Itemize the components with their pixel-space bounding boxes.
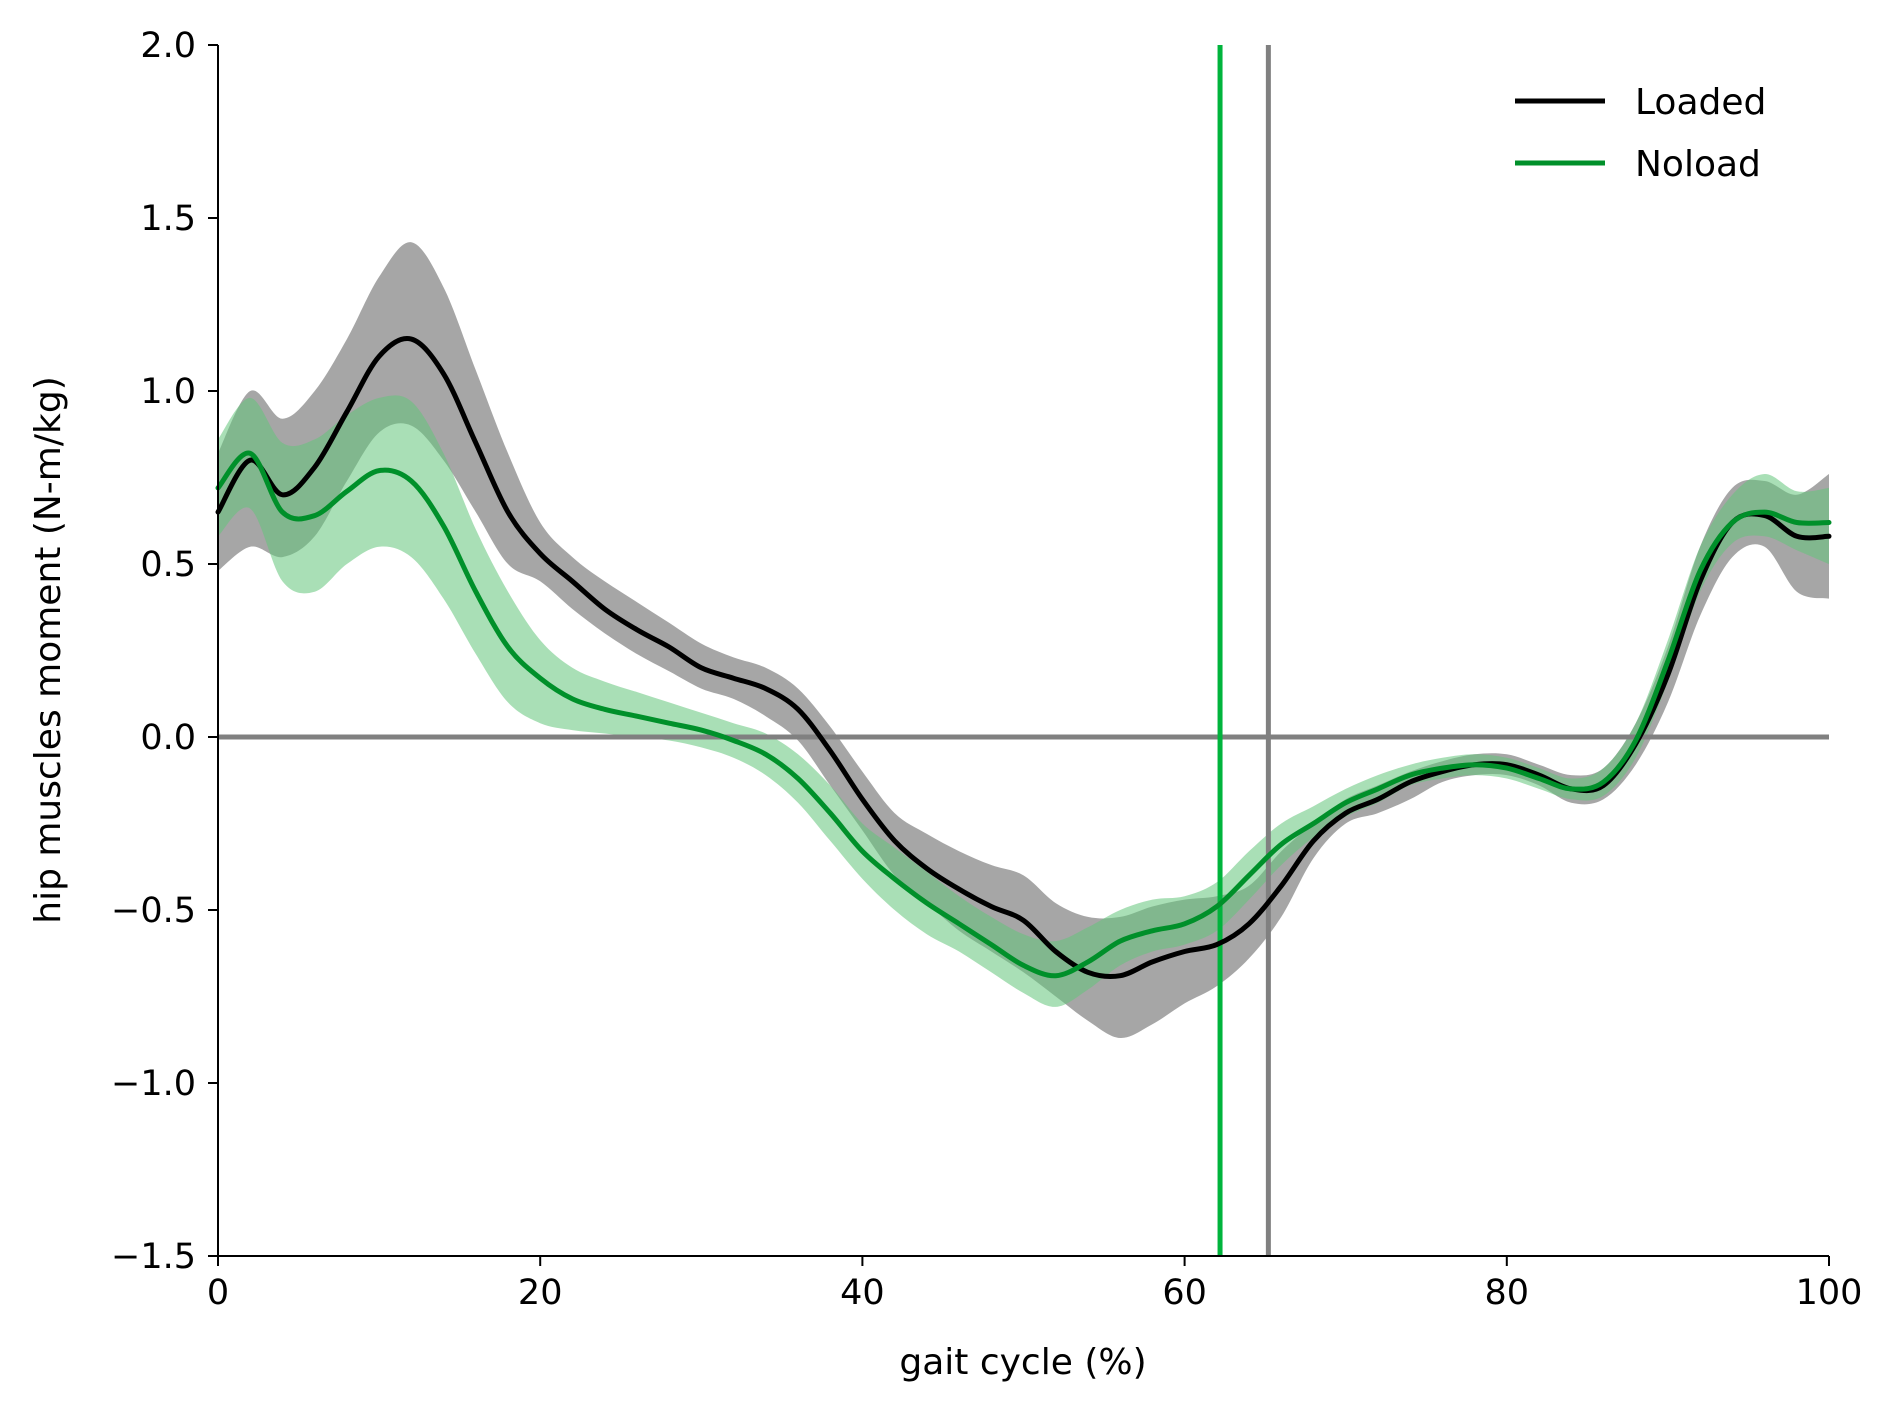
y-tick-label: 1.5	[140, 199, 196, 239]
x-axis-label: gait cycle (%)	[899, 1342, 1146, 1383]
legend-label-noload: Noload	[1635, 144, 1761, 185]
band-noload	[218, 395, 1829, 1007]
x-tick-label: 60	[1162, 1273, 1207, 1313]
y-axis-label: hip muscles moment (N-m/kg)	[28, 376, 69, 924]
y-ticks: −1.5 −1.0 −0.5 0.0 0.5 1.0 1.5 2.0	[111, 26, 218, 1277]
y-tick-label: 2.0	[140, 26, 196, 66]
line-noload	[215, 450, 1832, 979]
y-tick-label: 1.0	[140, 372, 196, 412]
x-tick-label: 100	[1796, 1273, 1863, 1313]
legend: Loaded Noload	[1515, 82, 1766, 185]
band-loaded	[218, 242, 1829, 1039]
x-ticks: 0 20 40 60 80 100	[207, 1256, 1863, 1313]
x-tick-label: 20	[518, 1273, 563, 1313]
y-tick-label: 0.0	[140, 718, 196, 758]
x-tick-label: 40	[840, 1273, 885, 1313]
y-tick-label: −1.0	[111, 1064, 196, 1104]
axes	[217, 45, 1829, 1257]
x-tick-label: 80	[1485, 1273, 1530, 1313]
reference-lines	[218, 45, 1829, 1256]
series-lines	[215, 336, 1832, 979]
y-tick-label: −1.5	[111, 1237, 196, 1277]
y-tick-label: 0.5	[140, 545, 196, 585]
legend-label-loaded: Loaded	[1635, 82, 1766, 123]
x-tick-label: 0	[207, 1273, 229, 1313]
confidence-bands	[218, 242, 1829, 1039]
y-tick-label: −0.5	[111, 891, 196, 931]
